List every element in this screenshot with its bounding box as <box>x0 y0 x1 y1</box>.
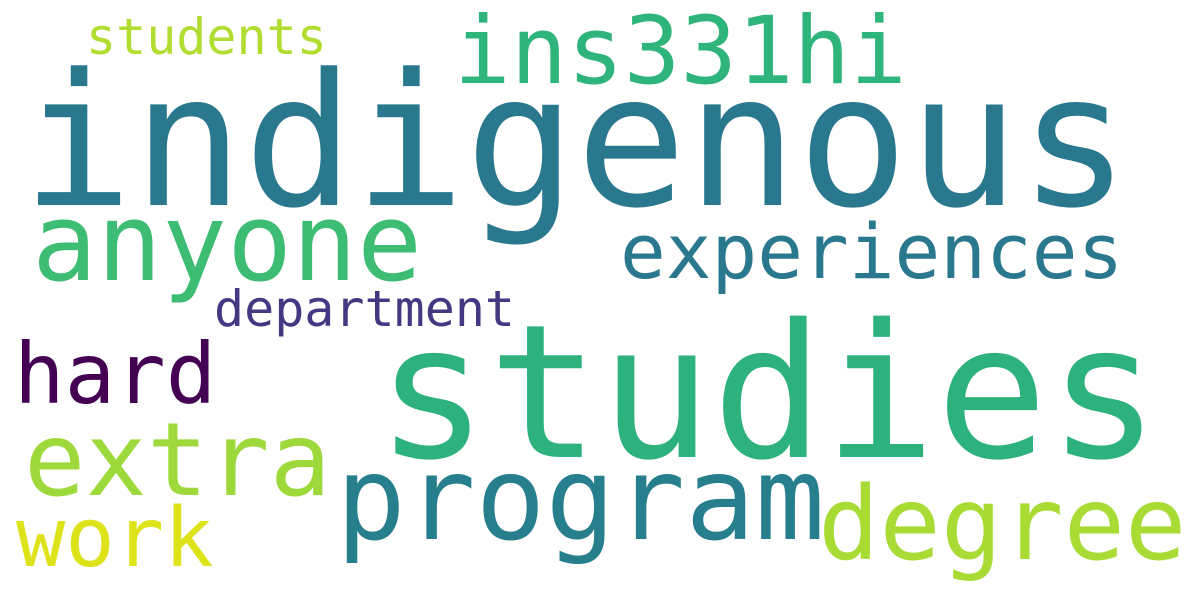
word-hard: hard <box>14 325 217 423</box>
word-ins331hi: ins331hi <box>454 0 907 106</box>
word-program: program <box>336 432 825 567</box>
word-indigenous: indigenous <box>22 35 1130 249</box>
word-extra: extra <box>24 401 332 520</box>
word-department: department <box>214 280 516 338</box>
word-degree: degree <box>818 465 1187 584</box>
word-experiences: experiences <box>620 207 1124 296</box>
word-anyone: anyone <box>32 181 423 306</box>
word-work: work <box>16 491 214 586</box>
word-students: students <box>86 8 327 66</box>
word-studies: studies <box>376 284 1160 501</box>
